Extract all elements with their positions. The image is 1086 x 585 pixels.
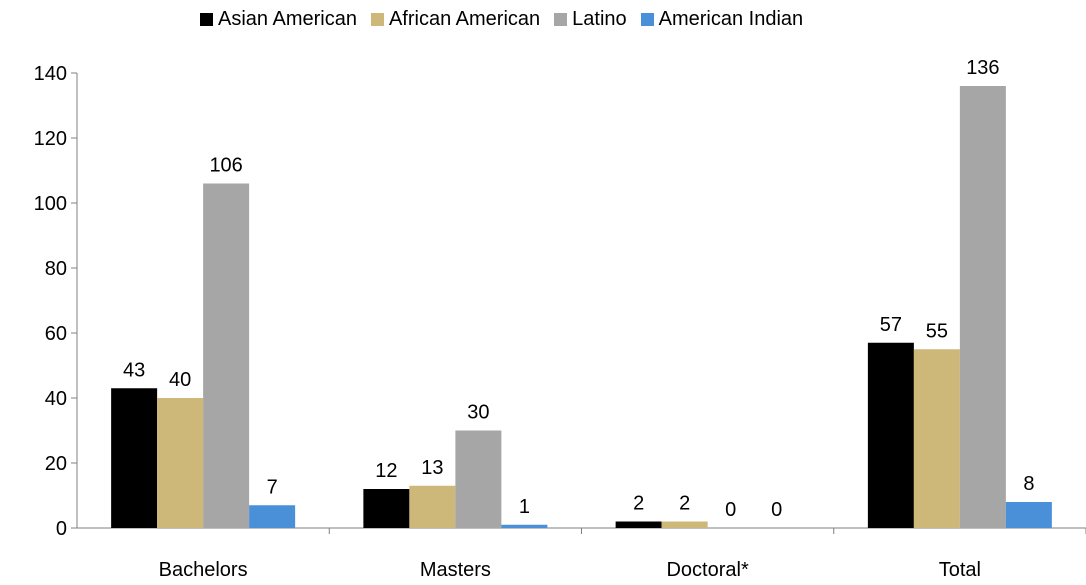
y-tick-label: 60 bbox=[45, 323, 67, 345]
data-label-latino-doctoral: 0 bbox=[725, 499, 736, 521]
bar-american-indian-masters bbox=[501, 524, 548, 528]
data-label-american-indian-bachelors: 7 bbox=[267, 476, 278, 498]
data-label-asian-american-doctoral: 2 bbox=[633, 493, 644, 515]
legend-swatch-asian-american bbox=[200, 12, 213, 26]
legend-item-african-american: African American bbox=[370, 7, 541, 31]
x-tick-label-total: Total bbox=[939, 559, 981, 581]
data-label-latino-total: 136 bbox=[966, 57, 999, 79]
bar-latino-total bbox=[959, 86, 1006, 528]
y-tick-label: 100 bbox=[34, 193, 67, 215]
bar-latino-masters bbox=[455, 430, 502, 528]
legend-swatch-latino bbox=[554, 12, 568, 26]
bar-asian-american-doctoral bbox=[615, 521, 662, 528]
legend-label-american-indian: American Indian bbox=[658, 7, 804, 30]
legend-item-american-indian: American Indian bbox=[640, 7, 804, 31]
bar-latino-bachelors bbox=[203, 183, 250, 528]
bar-american-indian-bachelors bbox=[249, 505, 296, 528]
x-tick-label-masters: Masters bbox=[420, 559, 491, 581]
bar-african-american-masters bbox=[409, 485, 456, 528]
y-tick-label: 120 bbox=[34, 128, 67, 150]
y-tick-label: 140 bbox=[34, 63, 67, 85]
data-label-latino-masters: 30 bbox=[467, 402, 489, 424]
data-label-african-american-total: 55 bbox=[926, 320, 948, 342]
data-label-african-american-masters: 13 bbox=[421, 457, 443, 479]
legend-label-african-american: African American bbox=[388, 7, 541, 30]
x-tick-label-doctoral: Doctoral* bbox=[666, 559, 748, 581]
data-label-asian-american-masters: 12 bbox=[375, 460, 397, 482]
legend-label-latino: Latino bbox=[572, 7, 627, 30]
data-label-american-indian-masters: 1 bbox=[519, 496, 530, 518]
bar-african-american-bachelors bbox=[157, 398, 204, 528]
bar-african-american-doctoral bbox=[661, 521, 708, 528]
data-label-asian-american-bachelors: 43 bbox=[123, 359, 145, 381]
data-label-american-indian-total: 8 bbox=[1023, 473, 1034, 495]
legend-label-asian-american: Asian American bbox=[218, 7, 357, 30]
data-label-asian-american-total: 57 bbox=[880, 314, 902, 336]
y-tick-label: 40 bbox=[45, 388, 67, 410]
y-tick-label: 80 bbox=[45, 258, 67, 280]
data-label-american-indian-doctoral: 0 bbox=[771, 499, 782, 521]
legend-swatch-american-indian bbox=[640, 12, 654, 26]
x-tick-label-bachelors: Bachelors bbox=[159, 559, 248, 581]
data-label-african-american-bachelors: 40 bbox=[169, 369, 191, 391]
legend-item-asian-american: Asian American bbox=[200, 8, 357, 31]
legend-swatch-african-american bbox=[370, 12, 384, 26]
bar-american-indian-total bbox=[1005, 502, 1052, 528]
y-tick-label: 0 bbox=[56, 518, 67, 540]
bar-asian-american-bachelors bbox=[111, 388, 158, 528]
data-label-african-american-doctoral: 2 bbox=[679, 493, 690, 515]
bar-asian-american-total bbox=[867, 342, 914, 528]
bar-asian-american-masters bbox=[363, 489, 410, 528]
legend: Asian American African American Latino A… bbox=[200, 6, 817, 32]
legend-item-latino: Latino bbox=[554, 8, 627, 31]
bar-african-american-total bbox=[913, 349, 960, 528]
y-tick-label: 20 bbox=[45, 453, 67, 475]
data-label-latino-bachelors: 106 bbox=[209, 155, 242, 177]
